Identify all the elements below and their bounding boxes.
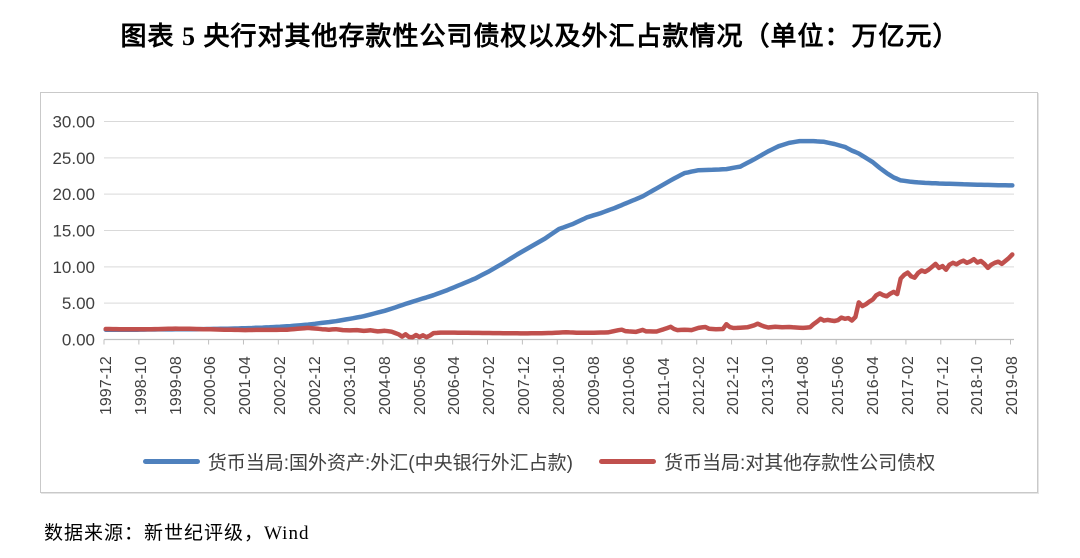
x-axis-tick-label: 2009-08 [585, 356, 603, 415]
y-axis-tick-label: 5.00 [62, 294, 95, 313]
x-axis-tick-label: 2003-10 [341, 356, 359, 415]
legend-item-fx: 货币当局:国外资产:外汇(中央银行外汇占款) [142, 448, 573, 475]
claims-series-label: 货币当局:对其他存款性公司债权 [663, 452, 936, 474]
x-axis-tick-label: 2011-04 [655, 357, 673, 415]
source-note: 数据来源：新世纪评级，Wind [44, 523, 310, 544]
x-axis-tick-label: 2017-12 [934, 356, 952, 415]
x-axis-tick-label: 2019-08 [1004, 356, 1022, 415]
fx-series-line [103, 138, 1015, 332]
x-axis-tick-label: 2007-02 [481, 356, 499, 415]
x-axis-tick-label: 1998-10 [132, 356, 150, 415]
y-axis-tick-label: 10.00 [52, 258, 95, 277]
x-axis-tick-label: 2005-06 [411, 356, 429, 415]
x-axis-tick-label: 2006-04 [446, 356, 464, 415]
x-axis-tick-label: 2015-06 [829, 356, 847, 415]
x-axis-tick-label: 2004-08 [376, 356, 394, 415]
claims-series-line [103, 252, 1015, 340]
x-axis-tick-label: 2016-04 [864, 356, 882, 415]
x-axis-tick-label: 2018-10 [969, 356, 987, 415]
y-axis-tick-label: 0.00 [62, 331, 95, 350]
x-axis-tick-label: 2012-02 [690, 356, 708, 415]
fx-series-swatch [142, 458, 200, 464]
chart-frame: 30.00 25.00 20.00 15.00 10.00 5.00 0.00 货币当局:国… [40, 92, 1038, 493]
x-axis-tick-label: 2017-02 [899, 356, 917, 415]
x-axis-tick-label: 2008-10 [551, 356, 568, 415]
x-axis-tick-label: 2010-06 [620, 356, 638, 415]
legend: 货币当局:国外资产:外汇(中央银行外汇占款) 货币当局:对其他存款性公司债权 [41, 445, 1037, 477]
x-axis-tick-label: 2000-06 [202, 356, 220, 415]
legend-item-claims: 货币当局:对其他存款性公司债权 [598, 448, 936, 475]
x-axis-tick-label: 2013-10 [760, 356, 778, 415]
y-axis-tick-label: 25.00 [52, 149, 95, 168]
x-axis-tick-label: 2001-04 [237, 356, 255, 415]
plot-area: 30.00 25.00 20.00 15.00 10.00 5.00 0.00 [52, 113, 1015, 350]
x-axis-tick-label: 2002-12 [306, 356, 324, 415]
x-axis-tick-label: 2002-02 [272, 356, 290, 415]
y-axis-tick-label: 30.00 [52, 113, 95, 132]
x-axis-tick-label: 1999-08 [167, 356, 185, 415]
x-axis-tick-label: 2012-12 [725, 356, 743, 415]
chart-title: 图表 5 央行对其他存款性公司债权以及外汇占款情况（单位：万亿元） [120, 22, 960, 51]
x-axis-tick-label: 1997-12 [97, 356, 115, 415]
x-axis-tick-label: 2014-08 [795, 356, 813, 415]
y-axis-tick-label: 15.00 [52, 222, 95, 241]
x-axis-tick-label: 2007-12 [516, 356, 534, 415]
y-axis-tick-label: 20.00 [52, 185, 95, 204]
fx-series-label: 货币当局:国外资产:外汇(中央银行外汇占款) [207, 452, 573, 474]
claims-series-swatch [598, 458, 656, 464]
